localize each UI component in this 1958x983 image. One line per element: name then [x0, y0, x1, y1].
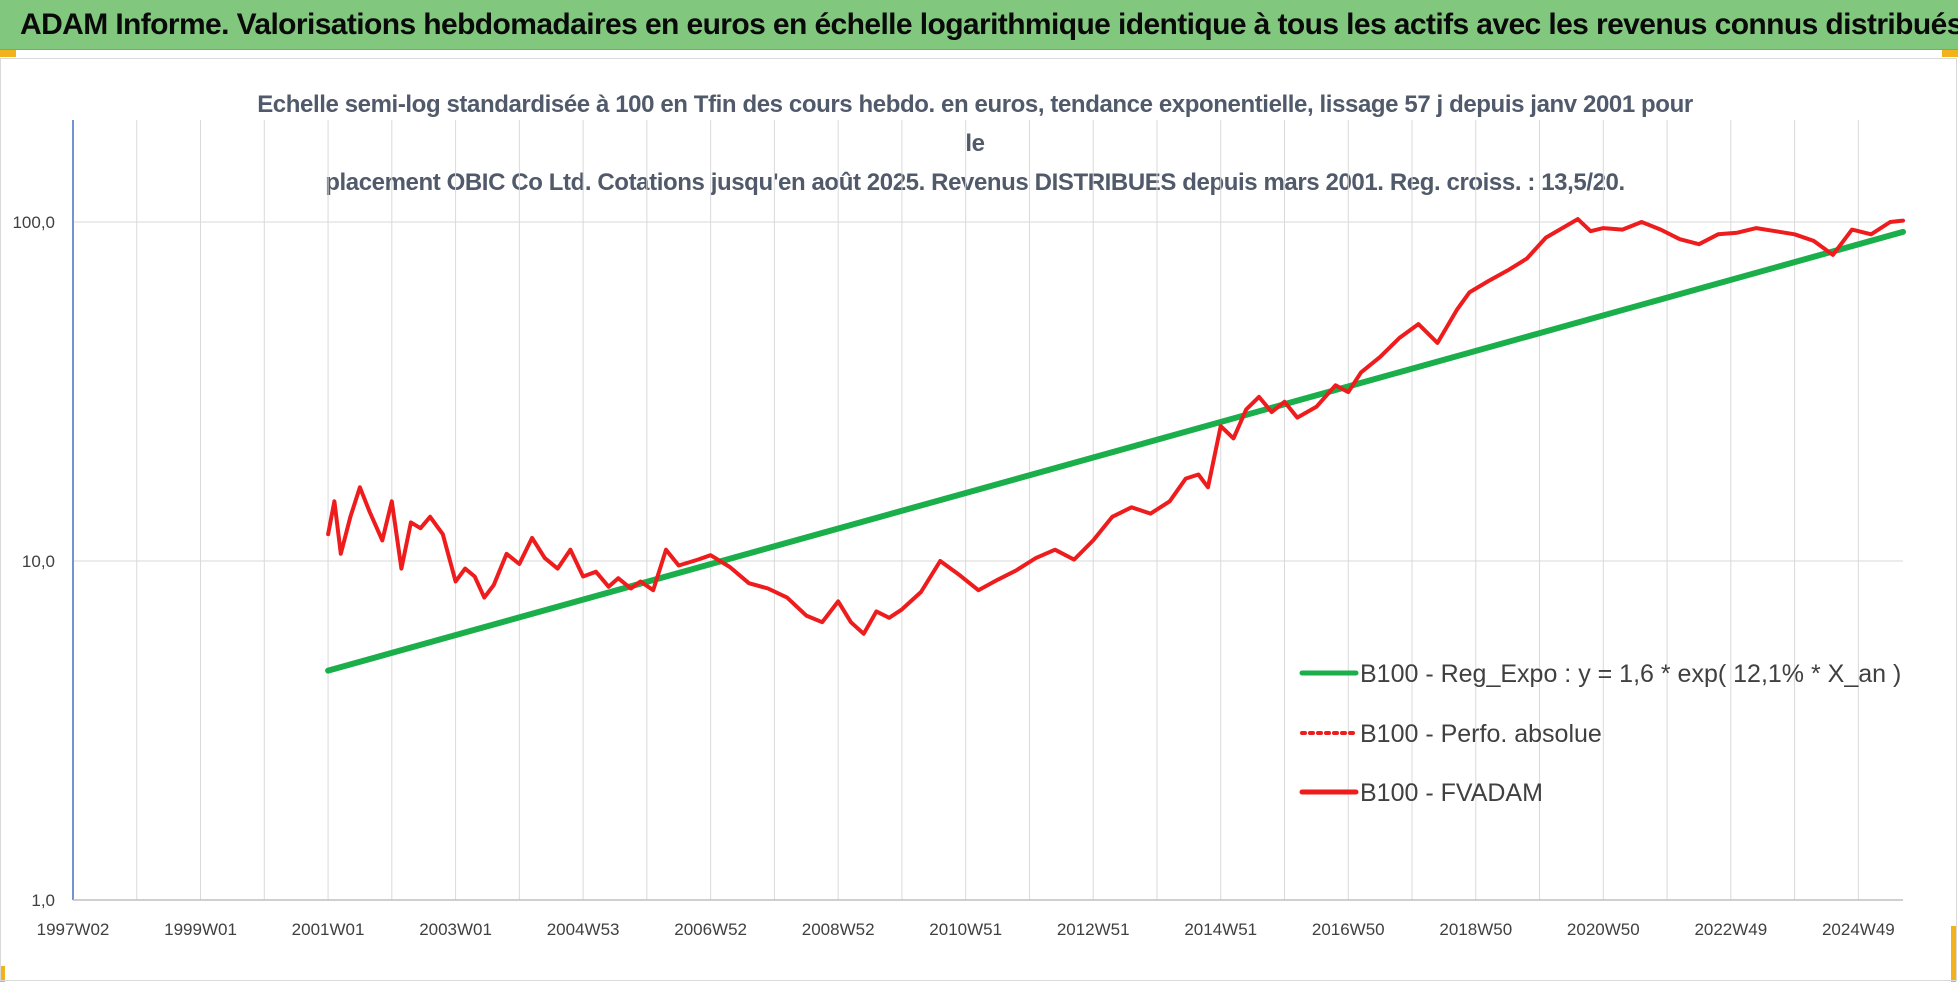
corner-marker-top-left: [0, 50, 16, 57]
x-tick-label: 2018W50: [1439, 920, 1512, 939]
x-tick-label: 2012W51: [1057, 920, 1130, 939]
y-tick-label: 100,0: [12, 213, 55, 232]
legend-label-0: B100 - Reg_Expo : y = 1,6 * exp( 12,1% *…: [1360, 660, 1901, 688]
chart-frame: [0, 58, 1957, 981]
chart-title-line-2: placement OBIC Co Ltd. Cotations jusqu'e…: [325, 169, 1625, 196]
title-banner: ADAM Informe. Valorisations hebdomadaire…: [0, 0, 1958, 50]
axes: [72, 120, 1903, 901]
y-tick-label: 10,0: [22, 552, 55, 571]
x-tick-label: 2014W51: [1184, 920, 1257, 939]
x-tick-label: 2004W53: [547, 920, 620, 939]
x-tick-label: 2016W50: [1312, 920, 1385, 939]
series-line-0: [325, 228, 1906, 674]
report-title: ADAM Informe. Valorisations hebdomadaire…: [20, 8, 1958, 41]
x-tick-label: 2008W52: [802, 920, 875, 939]
grid-lines: [73, 120, 1903, 900]
x-tick-label: 2003W01: [419, 920, 492, 939]
x-tick-label: 2001W01: [292, 920, 365, 939]
x-tick-label: 2006W52: [674, 920, 747, 939]
x-tick-label: 1997W02: [37, 920, 110, 939]
chart-title-line-1: Echelle semi-log standardisée à 100 en T…: [257, 91, 1693, 157]
x-tick-label: 2022W49: [1694, 920, 1767, 939]
chart-title: Echelle semi-log standardisée à 100 en T…: [250, 85, 1700, 202]
x-tick-label: 2020W50: [1567, 920, 1640, 939]
x-tick-label: 1999W01: [164, 920, 237, 939]
series-line-2: [326, 217, 1905, 636]
legend-label-2: B100 - FVADAM: [1360, 779, 1543, 807]
x-tick-label: 2010W51: [929, 920, 1002, 939]
y-tick-label: 1,0: [31, 891, 55, 910]
legend-label-1: B100 - Perfo. absolue: [1360, 720, 1602, 748]
tick-labels: 1,0 10,0 100,0 1997W02 1999W01 2001W01 2003W01…: [12, 213, 1894, 939]
corner-marker-bottom-left: [0, 966, 5, 982]
x-tick-label: 2024W49: [1822, 920, 1895, 939]
corner-marker-top-right: [1942, 50, 1958, 57]
corner-marker-bottom-right: [1951, 926, 1956, 982]
legend: B100 - Reg_Expo : y = 1,6 * exp( 12,1% *…: [1299, 660, 1901, 807]
series-layer: [325, 217, 1906, 674]
